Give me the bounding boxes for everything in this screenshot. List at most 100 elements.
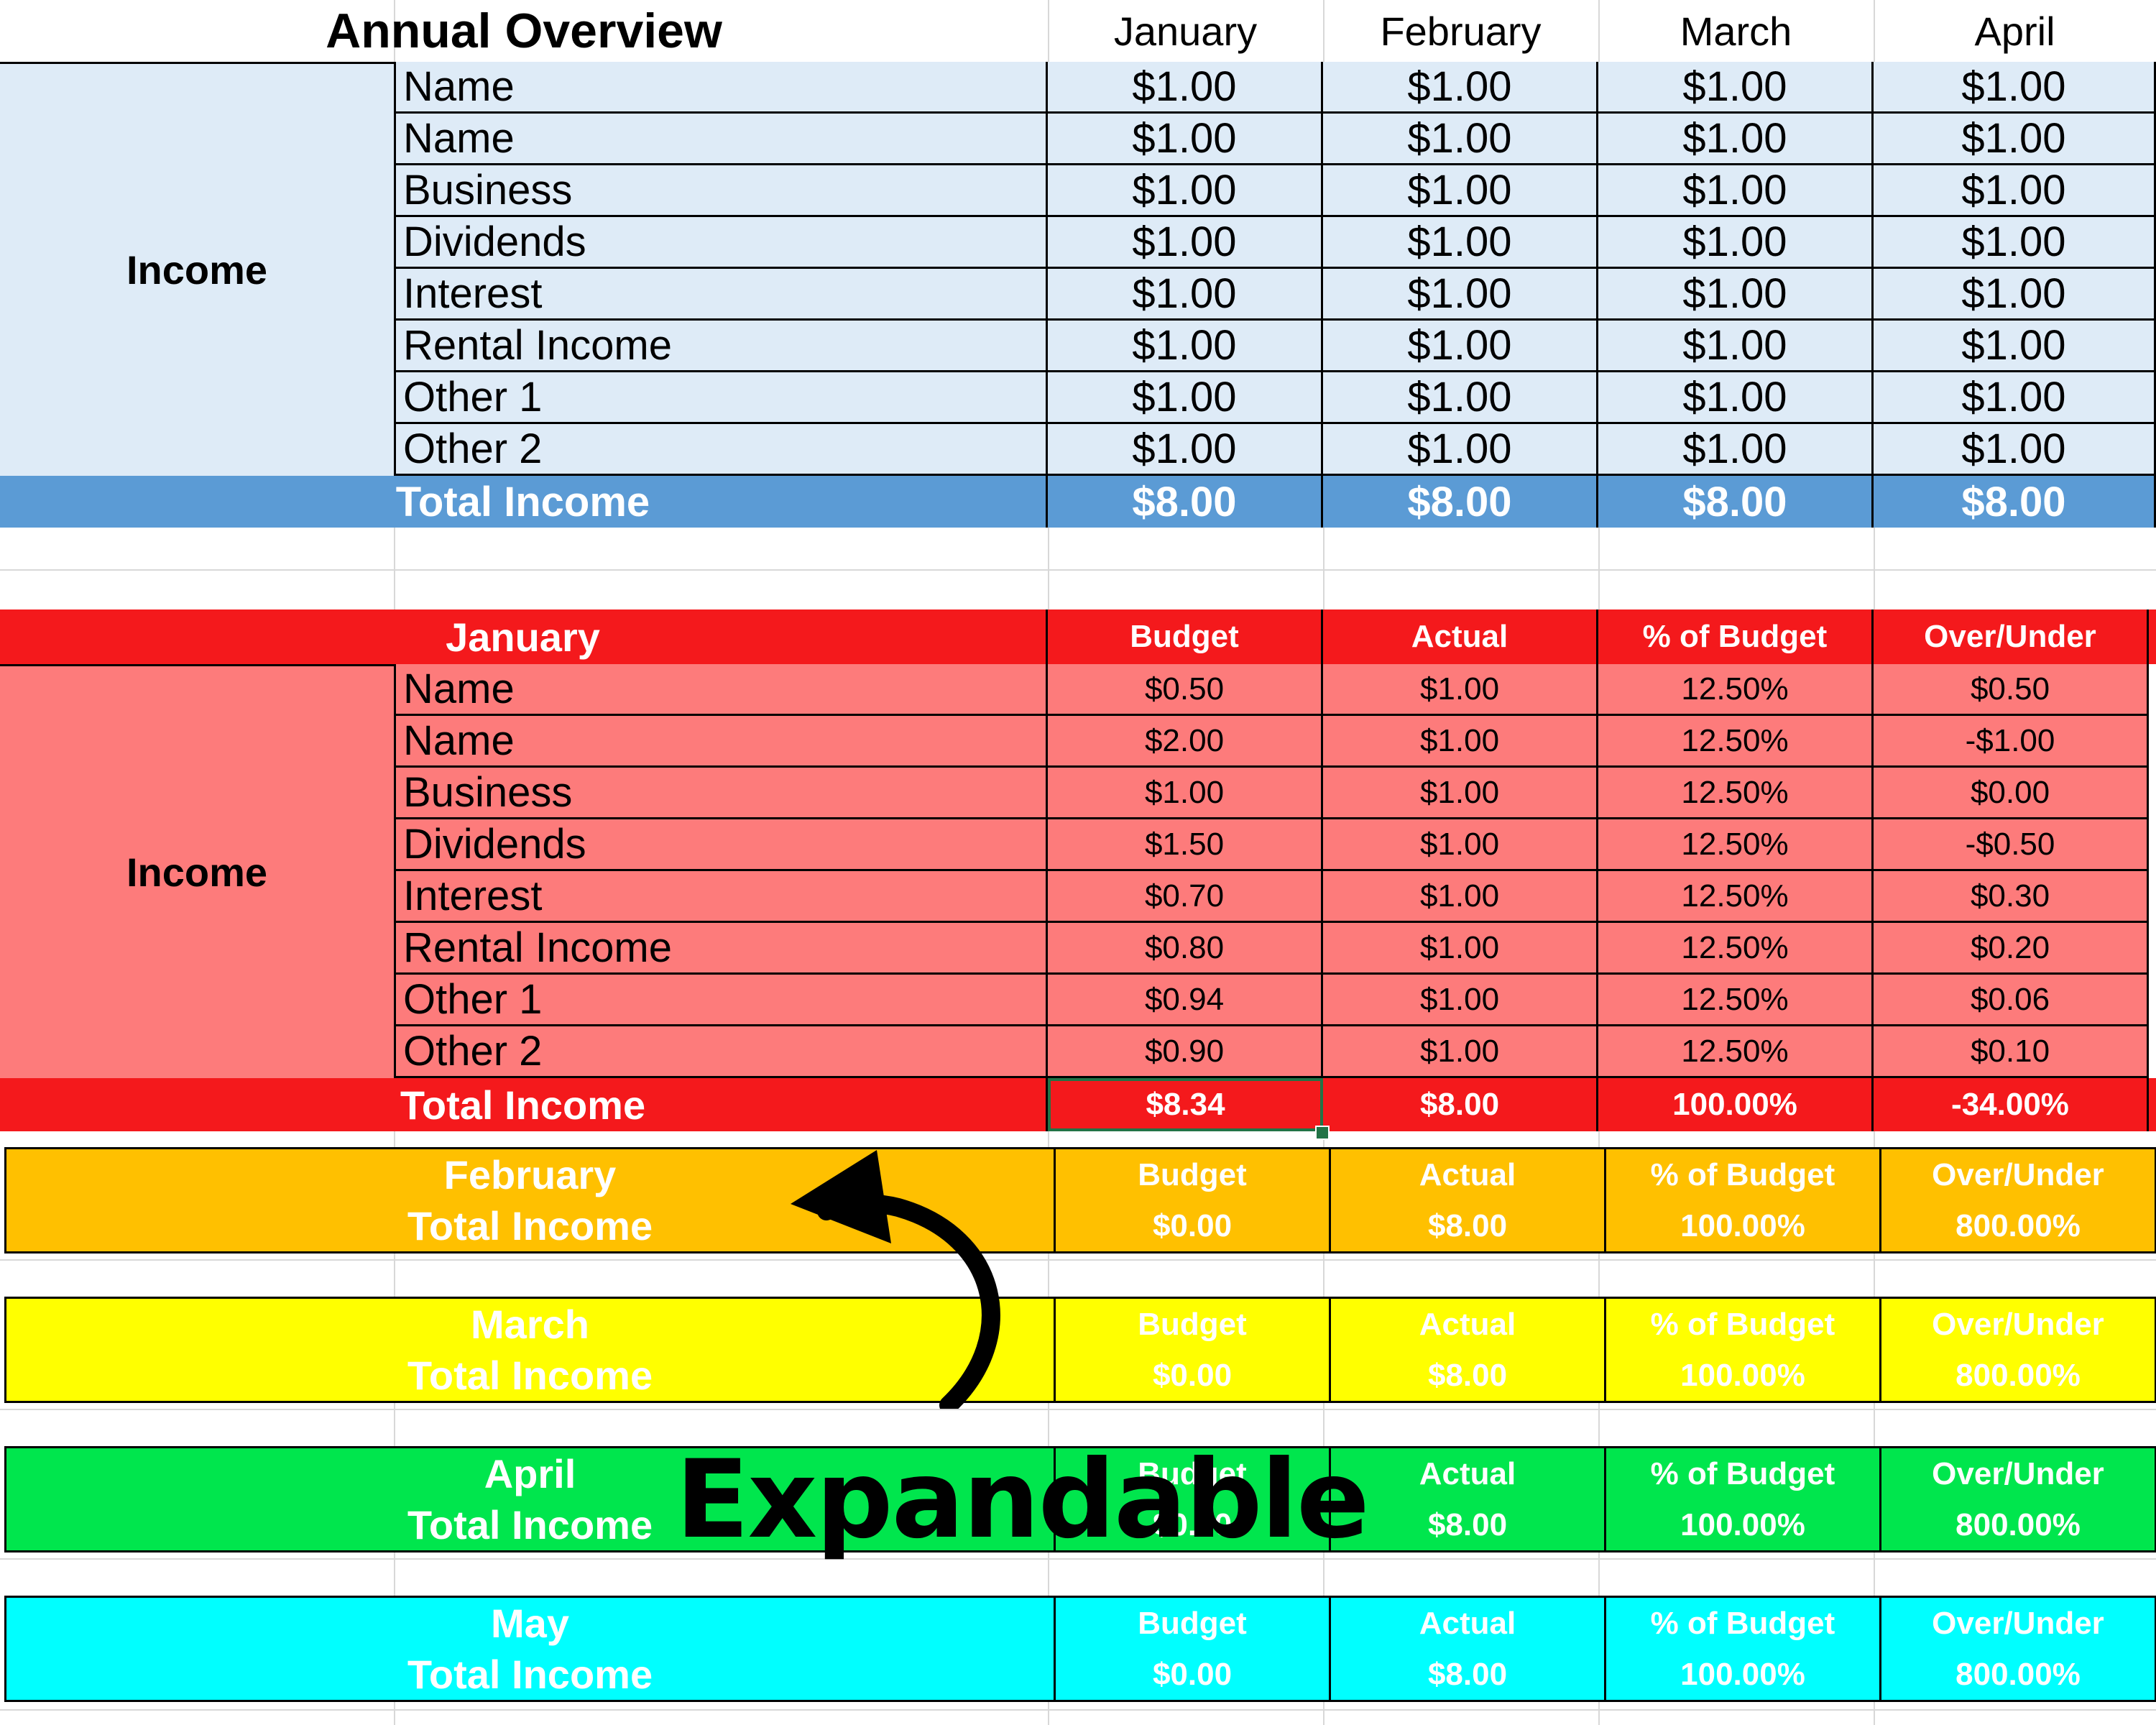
amount-cell[interactable]: $1.00 bbox=[1598, 217, 1874, 269]
total-value-cell[interactable]: $0.00 bbox=[1056, 1649, 1331, 1702]
over-under-cell[interactable]: -$0.50 bbox=[1874, 819, 2149, 871]
income-row-label[interactable]: Other 2 bbox=[394, 1026, 1048, 1078]
column-header-actual[interactable]: Actual bbox=[1323, 610, 1598, 664]
amount-cell[interactable]: $1.00 bbox=[1048, 321, 1323, 372]
over-under-cell[interactable]: $0.20 bbox=[1874, 923, 2149, 975]
total-income-label[interactable]: Total Income bbox=[0, 476, 1048, 528]
total-income-label[interactable]: Total Income bbox=[0, 1078, 1048, 1131]
income-row-label[interactable]: Interest bbox=[394, 871, 1048, 923]
actual-cell[interactable]: $1.00 bbox=[1323, 871, 1598, 923]
column-header-over-under[interactable]: Over/Under bbox=[1881, 1448, 2156, 1501]
amount-cell[interactable]: $1.00 bbox=[1323, 114, 1598, 165]
amount-cell[interactable]: $1.00 bbox=[1598, 269, 1874, 321]
total-value-cell[interactable]: 100.00% bbox=[1606, 1649, 1881, 1702]
budget-cell[interactable]: $0.90 bbox=[1048, 1026, 1323, 1078]
total-income-label[interactable]: Total Income bbox=[6, 1350, 1056, 1403]
over-under-cell[interactable]: $0.00 bbox=[1874, 768, 2149, 819]
actual-cell[interactable]: $1.00 bbox=[1323, 716, 1598, 768]
budget-cell[interactable]: $2.00 bbox=[1048, 716, 1323, 768]
amount-cell[interactable]: $1.00 bbox=[1598, 424, 1874, 476]
total-cell[interactable]: $8.00 bbox=[1048, 476, 1323, 528]
income-row-label[interactable]: Dividends bbox=[394, 819, 1048, 871]
total-value-cell[interactable]: 100.00% bbox=[1606, 1499, 1881, 1552]
month-title[interactable]: May bbox=[6, 1598, 1056, 1651]
income-row-label[interactable]: Other 2 bbox=[394, 424, 1048, 476]
total-value-cell[interactable]: 100.00% bbox=[1606, 1350, 1881, 1403]
percent-of-budget-cell[interactable]: 12.50% bbox=[1598, 664, 1874, 716]
amount-cell[interactable]: $1.00 bbox=[1874, 269, 2156, 321]
total-income-label[interactable]: Total Income bbox=[6, 1649, 1056, 1702]
income-row-label[interactable]: Business bbox=[394, 165, 1048, 217]
column-header-actual[interactable]: Actual bbox=[1331, 1149, 1606, 1202]
income-row-label[interactable]: Rental Income bbox=[394, 923, 1048, 975]
total-budget-cell-selected[interactable]: $8.34 bbox=[1048, 1078, 1323, 1131]
amount-cell[interactable]: $1.00 bbox=[1323, 217, 1598, 269]
total-cell[interactable]: $8.00 bbox=[1598, 476, 1874, 528]
amount-cell[interactable]: $1.00 bbox=[1048, 424, 1323, 476]
amount-cell[interactable]: $1.00 bbox=[1323, 424, 1598, 476]
actual-cell[interactable]: $1.00 bbox=[1323, 768, 1598, 819]
percent-of-budget-cell[interactable]: 12.50% bbox=[1598, 819, 1874, 871]
amount-cell[interactable]: $1.00 bbox=[1048, 165, 1323, 217]
column-header-actual[interactable]: Actual bbox=[1331, 1448, 1606, 1501]
income-row-label[interactable]: Interest bbox=[394, 269, 1048, 321]
actual-cell[interactable]: $1.00 bbox=[1323, 664, 1598, 716]
amount-cell[interactable]: $1.00 bbox=[1598, 321, 1874, 372]
total-value-cell[interactable]: $8.00 bbox=[1331, 1649, 1606, 1702]
amount-cell[interactable]: $1.00 bbox=[1048, 372, 1323, 424]
total-actual-cell[interactable]: $8.00 bbox=[1323, 1078, 1598, 1131]
amount-cell[interactable]: $1.00 bbox=[1874, 217, 2156, 269]
total-value-cell[interactable]: $0.00 bbox=[1056, 1350, 1331, 1403]
income-row-label[interactable]: Other 1 bbox=[394, 975, 1048, 1026]
total-value-cell[interactable]: 800.00% bbox=[1881, 1350, 2156, 1403]
budget-cell[interactable]: $0.94 bbox=[1048, 975, 1323, 1026]
amount-cell[interactable]: $1.00 bbox=[1874, 372, 2156, 424]
over-under-cell[interactable]: $0.50 bbox=[1874, 664, 2149, 716]
actual-cell[interactable]: $1.00 bbox=[1323, 923, 1598, 975]
amount-cell[interactable]: $1.00 bbox=[1874, 62, 2156, 114]
income-row-label[interactable]: Dividends bbox=[394, 217, 1048, 269]
total-value-cell[interactable]: $8.00 bbox=[1331, 1200, 1606, 1254]
column-header-over-under[interactable]: Over/Under bbox=[1874, 610, 2149, 664]
income-row-label[interactable]: Name bbox=[394, 664, 1048, 716]
column-header-percent-of-budget[interactable]: % of Budget bbox=[1606, 1299, 1881, 1352]
amount-cell[interactable]: $1.00 bbox=[1323, 165, 1598, 217]
percent-of-budget-cell[interactable]: 12.50% bbox=[1598, 716, 1874, 768]
amount-cell[interactable]: $1.00 bbox=[1598, 114, 1874, 165]
total-income-label[interactable]: Total Income bbox=[6, 1200, 1056, 1254]
amount-cell[interactable]: $1.00 bbox=[1874, 424, 2156, 476]
annual-month-header[interactable]: February bbox=[1380, 8, 1542, 54]
actual-cell[interactable]: $1.00 bbox=[1323, 1026, 1598, 1078]
column-header-budget[interactable]: Budget bbox=[1056, 1149, 1331, 1202]
column-header-actual[interactable]: Actual bbox=[1331, 1299, 1606, 1352]
income-row-label[interactable]: Other 1 bbox=[394, 372, 1048, 424]
total-value-cell[interactable]: $8.00 bbox=[1331, 1350, 1606, 1403]
column-header-percent-of-budget[interactable]: % of Budget bbox=[1606, 1598, 1881, 1651]
budget-cell[interactable]: $0.80 bbox=[1048, 923, 1323, 975]
budget-cell[interactable]: $0.70 bbox=[1048, 871, 1323, 923]
total-value-cell[interactable]: $8.00 bbox=[1331, 1499, 1606, 1552]
column-header-percent-of-budget[interactable]: % of Budget bbox=[1598, 610, 1874, 664]
fill-handle[interactable] bbox=[1315, 1126, 1330, 1140]
column-header-budget[interactable]: Budget bbox=[1056, 1299, 1331, 1352]
total-percent-cell[interactable]: 100.00% bbox=[1598, 1078, 1874, 1131]
column-header-over-under[interactable]: Over/Under bbox=[1881, 1598, 2156, 1651]
total-cell[interactable]: $8.00 bbox=[1323, 476, 1598, 528]
actual-cell[interactable]: $1.00 bbox=[1323, 975, 1598, 1026]
amount-cell[interactable]: $1.00 bbox=[1323, 269, 1598, 321]
over-under-cell[interactable]: -$1.00 bbox=[1874, 716, 2149, 768]
total-value-cell[interactable]: $0.00 bbox=[1056, 1200, 1331, 1254]
amount-cell[interactable]: $1.00 bbox=[1048, 62, 1323, 114]
annual-month-header[interactable]: March bbox=[1680, 8, 1792, 54]
amount-cell[interactable]: $1.00 bbox=[1048, 269, 1323, 321]
column-header-over-under[interactable]: Over/Under bbox=[1881, 1299, 2156, 1352]
budget-cell[interactable]: $1.50 bbox=[1048, 819, 1323, 871]
column-header-actual[interactable]: Actual bbox=[1331, 1598, 1606, 1651]
income-row-label[interactable]: Name bbox=[394, 62, 1048, 114]
amount-cell[interactable]: $1.00 bbox=[1598, 165, 1874, 217]
total-value-cell[interactable]: 100.00% bbox=[1606, 1200, 1881, 1254]
annual-income-group-label[interactable]: Income bbox=[0, 62, 394, 476]
income-row-label[interactable]: Rental Income bbox=[394, 321, 1048, 372]
amount-cell[interactable]: $1.00 bbox=[1048, 114, 1323, 165]
budget-cell[interactable]: $0.50 bbox=[1048, 664, 1323, 716]
